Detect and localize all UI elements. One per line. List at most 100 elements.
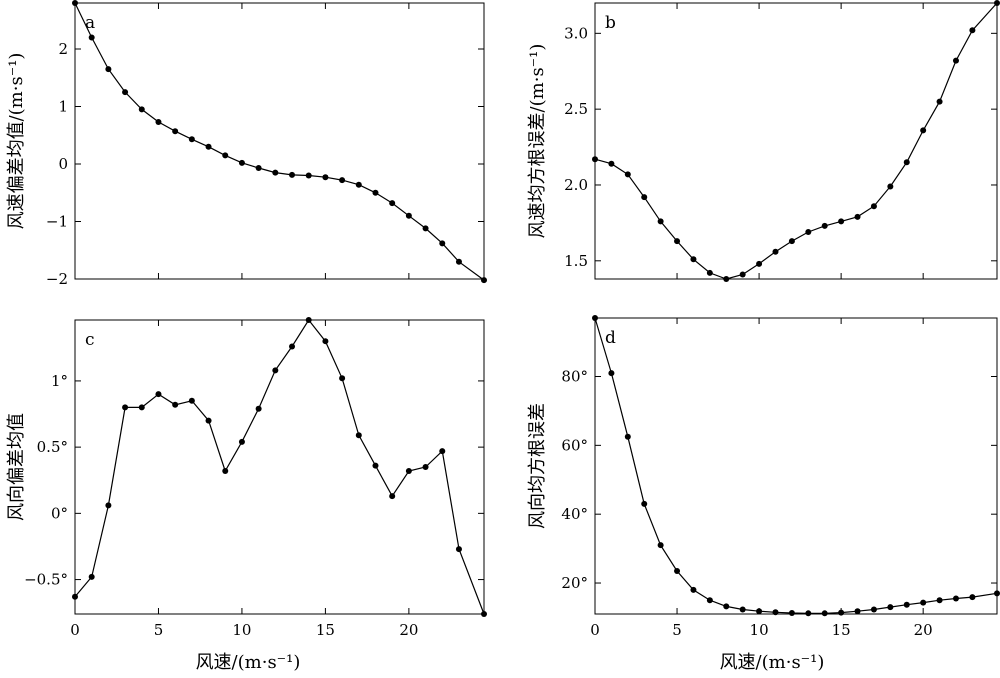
data-point [706,269,713,276]
plot-frame [74,2,485,280]
data-point [238,159,245,166]
y-tick-label: 2 [58,40,68,58]
data-point [624,171,631,178]
data-point [969,27,976,34]
data-point [389,200,396,207]
data-point [739,606,746,613]
plot-frame [74,319,485,615]
data-point [422,464,429,470]
x-axis-label-d: 风速/(m·s⁻¹) [720,652,825,673]
x-tick-label: 10 [232,621,251,639]
panel-label: b [605,13,616,33]
data-point [455,258,462,265]
data-point [88,34,95,41]
data-point [372,462,379,469]
y-axis-label: 风速偏差均值/(m·s⁻¹) [6,53,27,230]
data-point [355,432,362,439]
data-point [255,405,262,412]
data-point [838,609,845,616]
data-point [870,606,877,613]
x-tick-label: 10 [750,621,769,639]
data-point [870,203,877,210]
data-point [756,260,763,267]
data-point [887,604,894,611]
data-point [122,404,129,411]
data-point [172,128,179,135]
data-point [690,586,697,593]
data-point [272,169,279,176]
data-point [339,375,346,382]
data-point [592,315,598,321]
y-tick-label: 0.5° [37,438,68,456]
data-point [936,597,943,604]
data-point [952,57,959,64]
series-line [594,2,998,280]
x-tick-label: 5 [672,621,682,639]
y-tick-label: 1° [51,372,68,390]
data-point [920,127,927,134]
data-point [405,212,412,219]
panel-b: 1.5 2.0 2.5 3.0 b 风速均方根误差/(m·s⁻¹) [527,0,1000,282]
data-point [854,608,861,615]
data-point [674,567,681,574]
panel-label: d [605,328,616,348]
data-point [155,119,162,126]
data-point [756,608,763,615]
y-tick-label: 80° [561,368,588,386]
data-point [788,238,795,245]
y-tick-label: 2.0 [564,176,588,194]
y-tick-label: 1.5 [564,252,588,270]
x-tick-label: 5 [154,621,164,639]
data-point [272,367,279,374]
data-point [72,593,78,600]
data-point [372,189,379,196]
data-point [222,152,229,159]
x-axis-label-c: 风速/(m·s⁻¹) [196,652,301,673]
data-point [188,397,195,404]
data-point [481,277,487,284]
y-tick-label: 40° [561,505,588,523]
data-point [339,177,346,184]
y-tick-label: −1 [46,213,68,231]
y-tick-label: −0.5° [24,571,68,589]
data-point [222,467,229,474]
x-tick-label: 20 [914,621,933,639]
panel-label: a [85,13,95,33]
data-point [455,546,462,553]
data-point [887,183,894,190]
y-tick-label: 3.0 [564,24,588,42]
y-tick-label: −2 [46,270,68,288]
data-point [592,156,598,163]
data-point [657,542,664,549]
data-point [422,225,429,232]
data-point [903,601,910,608]
data-point [723,603,730,610]
data-point [838,218,845,225]
data-point [772,248,779,255]
data-point [188,136,195,143]
series-line [74,2,485,281]
data-point [608,370,615,377]
data-point [821,610,828,617]
data-point [389,493,396,500]
data-point [439,448,446,455]
panel-d: 0 5 10 15 20 20° 40° 60° 80° d 风向均方根误差 [527,315,1000,639]
data-point [920,599,927,606]
data-point [657,218,664,225]
data-point [624,433,631,440]
series-line [594,317,998,614]
data-point [854,213,861,220]
data-point [772,609,779,616]
data-point [305,317,312,323]
data-point [155,391,162,398]
data-point [439,240,446,247]
data-point [405,467,412,474]
data-point [289,171,296,178]
data-point [238,438,245,445]
y-axis-label: 风向均方根误差 [527,403,548,529]
data-point [690,256,697,263]
x-tick-label: 15 [316,621,335,639]
data-point [355,181,362,188]
data-point [105,502,112,509]
